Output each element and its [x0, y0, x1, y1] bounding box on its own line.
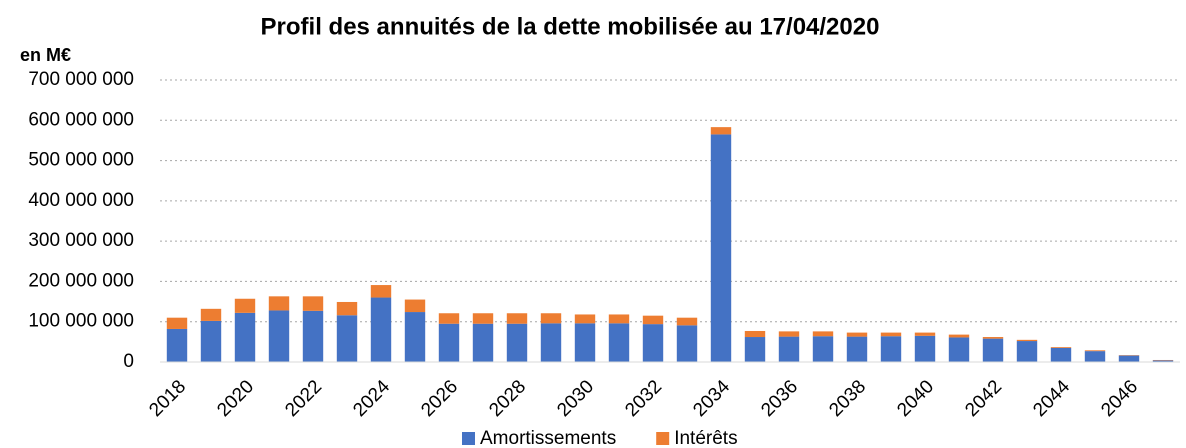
bar-segment: [574, 323, 596, 362]
bar-segment: [1152, 360, 1174, 362]
bar-segment: [336, 315, 358, 362]
bar-segment: [540, 313, 562, 324]
bar-segment: [608, 323, 630, 362]
bar-segment: [472, 313, 494, 324]
x-tick-label: 2020: [213, 376, 258, 421]
x-tick-label: 2044: [1029, 376, 1074, 421]
bar-segment: [268, 310, 290, 362]
y-tick-label: 400 000 000: [28, 190, 134, 211]
bar-segment: [540, 323, 562, 362]
x-tick-label: 2028: [485, 376, 530, 421]
bar-segment: [574, 314, 596, 324]
y-tick-label: 500 000 000: [28, 150, 134, 171]
bar-segment: [846, 336, 868, 362]
bar-segment: [948, 334, 970, 338]
bar-segment: [1084, 350, 1106, 352]
bar-segment: [710, 134, 732, 362]
y-axis-label: en M€: [20, 45, 71, 65]
bar-segment: [166, 328, 188, 362]
bar-segment: [744, 337, 766, 362]
bar-segment: [982, 338, 1004, 362]
bar-segment: [676, 325, 698, 362]
bar-segment: [1050, 347, 1072, 362]
legend-label: Amortissements: [480, 428, 616, 448]
x-tick-label: 2036: [757, 376, 802, 421]
y-tick-label: 600 000 000: [28, 109, 134, 130]
bar-segment: [506, 313, 528, 324]
bar-segment: [948, 337, 970, 362]
bar-segment: [880, 336, 902, 362]
x-tick-label: 2038: [825, 376, 870, 421]
bar-segment: [710, 127, 732, 135]
bar-segment: [472, 323, 494, 362]
y-tick-label: 0: [123, 351, 134, 372]
bar-segment: [268, 296, 290, 311]
bar-segment: [404, 299, 426, 313]
x-tick-label: 2042: [961, 376, 1006, 421]
y-tick-label: 200 000 000: [28, 270, 134, 291]
bar-segment: [642, 315, 664, 325]
x-tick-label: 2034: [689, 376, 734, 421]
bar-segment: [200, 320, 222, 362]
chart-title: Profil des annuités de la dette mobilisé…: [261, 13, 880, 40]
bar-segment: [778, 336, 800, 362]
bar-segment: [914, 332, 936, 336]
bar-segment: [234, 298, 256, 313]
y-tick-label: 700 000 000: [28, 69, 134, 90]
bar-segment: [1016, 341, 1038, 362]
x-tick-label: 2026: [417, 376, 462, 421]
legend-swatch: [462, 432, 475, 445]
x-tick-label: 2040: [893, 376, 938, 421]
bar-segment: [608, 314, 630, 324]
x-tick-label: 2030: [553, 376, 598, 421]
bar-segment: [812, 336, 834, 362]
x-tick-label: 2032: [621, 376, 666, 421]
x-tick-label: 2018: [145, 376, 190, 421]
bar-segment: [676, 317, 698, 326]
bar-segment: [1016, 339, 1038, 342]
bar-segment: [1084, 351, 1106, 362]
bar-segment: [302, 296, 324, 311]
legend-label: Intérêts: [674, 428, 737, 448]
y-tick-label: 300 000 000: [28, 230, 134, 251]
bar-segment: [336, 301, 358, 316]
bar-segment: [642, 324, 664, 362]
x-tick-label: 2024: [349, 376, 394, 421]
bar-segment: [914, 335, 936, 362]
bar-segment: [438, 323, 460, 362]
x-tick-label: 2046: [1097, 376, 1142, 421]
bar-segment: [982, 337, 1004, 339]
bar-segment: [166, 317, 188, 329]
bar-segment: [778, 331, 800, 337]
bar-segment: [880, 332, 902, 337]
bar-segment: [370, 297, 392, 362]
bar-segment: [506, 323, 528, 362]
bar-segment: [370, 285, 392, 298]
bar-segment: [812, 331, 834, 337]
bar-segment: [302, 310, 324, 362]
bar-segment: [846, 332, 868, 337]
legend-swatch: [656, 432, 670, 445]
bar-segment: [1118, 355, 1140, 362]
bar-segment: [744, 330, 766, 338]
bar-segment: [438, 313, 460, 324]
x-tick-label: 2022: [281, 376, 326, 421]
y-tick-label: 100 000 000: [28, 311, 134, 332]
bar-segment: [200, 308, 222, 321]
bar-segment: [404, 312, 426, 362]
bar-segment: [1050, 347, 1072, 348]
bar-segment: [234, 312, 256, 362]
